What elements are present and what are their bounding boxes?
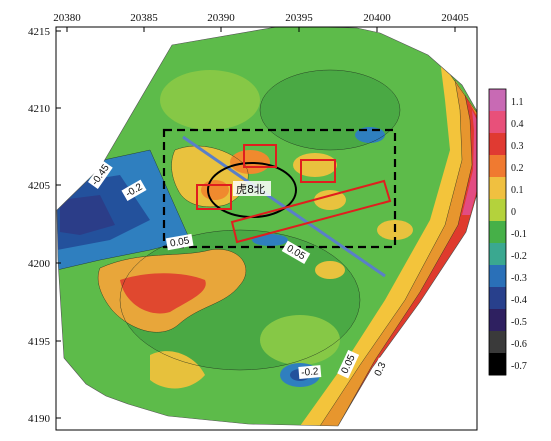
colorbar-cell [489,111,506,134]
colorbar: 1.1 0.4 0.3 0.2 0.1 0 -0.1 -0.2 -0.3 -0.… [488,88,527,376]
y-tick-label: 4200 [28,258,51,270]
x-tick: 20405 [441,12,469,32]
colorbar-cell [489,353,506,376]
target-box-2 [300,159,336,183]
x-tick: 20380 [53,12,81,32]
colorbar-label: 0.2 [511,163,524,174]
target-box-3 [196,184,232,210]
x-tick-label: 20405 [441,12,469,24]
colorbar-label: -0.7 [511,361,527,372]
y-tick-label: 4195 [28,336,51,348]
colorbar-label: 1.1 [511,97,524,108]
colorbar-labels: 1.1 0.4 0.3 0.2 0.1 0 -0.1 -0.2 -0.3 -0.… [511,97,527,372]
colorbar-label: 0.3 [511,141,524,152]
y-tick: 4205 [28,180,61,192]
contour-label: 0.05 [169,235,191,249]
y-axis: 4215 4210 4205 4200 4195 4190 [28,26,61,425]
target-box-1 [243,144,277,168]
map-body: 虎8北 -0.45 -0.2 0.05 0.05 -0.2 0.05 0.3 [56,27,477,427]
y-tick: 4200 [28,258,61,270]
colorbar-cell [489,199,506,222]
x-tick: 20385 [130,12,158,32]
colorbar-label: 0.4 [511,119,524,130]
plot-frame [55,26,478,431]
x-tick-label: 20395 [285,12,313,24]
y-tick-label: 4210 [28,103,51,115]
colorbar-label: -0.6 [511,339,527,350]
y-tick: 4195 [28,336,61,348]
x-tick: 20400 [363,12,391,32]
area-label-text: 虎8北 [236,183,265,196]
y-tick-label: 4205 [28,180,51,192]
colorbar-cell [489,243,506,266]
study-area-box [162,128,397,249]
y-tick-label: 4215 [28,26,51,38]
x-tick-label: 20380 [53,12,81,24]
x-tick-label: 20400 [363,12,391,24]
y-tick: 4215 [28,26,61,38]
x-tick: 20395 [285,12,313,32]
colorbar-label: -0.2 [511,251,527,262]
survey-outline [56,27,477,427]
x-tick-label: 20390 [207,12,235,24]
contour-label: 0.3 [373,360,389,378]
colorbar-label: 0 [511,207,516,218]
colorbar-label: -0.3 [511,273,527,284]
colorbar-label: -0.4 [511,295,527,306]
x-tick-label: 20385 [130,12,158,24]
colorbar-cell [489,89,506,112]
y-tick-label: 4190 [28,413,51,425]
colorbar-label: -0.1 [511,229,527,240]
colorbar-cell [489,265,506,288]
colorbar-cell [489,309,506,332]
colorbar-frame [488,88,507,376]
colorbar-cell [489,155,506,178]
survey-area [57,27,477,426]
colorbar-label: -0.5 [511,317,527,328]
y-tick: 4190 [28,413,61,425]
colorbar-cell [489,221,506,244]
profile-line [182,135,386,278]
target-box-4 [230,179,392,244]
colorbar-cells [489,89,506,376]
colorbar-cell [489,177,506,200]
x-tick: 20390 [207,12,235,32]
colorbar-label: 0.1 [511,185,524,196]
colorbar-cell [489,133,506,156]
colorbar-cell [489,287,506,310]
colorbar-cell [489,331,506,354]
x-axis: 20380 20385 20390 20395 20400 20405 [53,12,469,32]
contour-label: -0.2 [301,366,320,378]
area-label: 虎8北 [233,181,271,196]
y-tick: 4210 [28,103,61,115]
